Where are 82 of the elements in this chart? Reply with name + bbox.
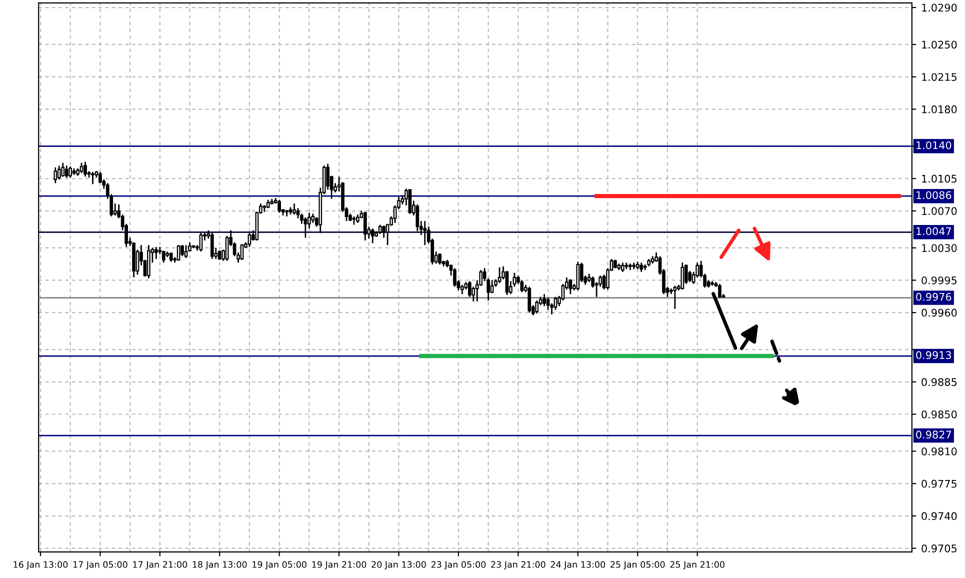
y-tick-label: 1.0290 [922, 4, 957, 12]
candlestick [673, 285, 677, 310]
x-tick-label: 16 Jan 13:00 [14, 561, 68, 570]
y-tick-label: 0.9775 [922, 480, 956, 488]
candlestick [621, 262, 624, 273]
candlestick [408, 188, 412, 214]
x-tick-label: 25 Jan 05:00 [610, 561, 665, 570]
candlestick [423, 220, 427, 246]
x-tick-label: 24 Jan 13:00 [550, 561, 606, 570]
x-tick-label: 17 Jan 05:00 [73, 561, 128, 570]
y-tick-label: 1.0105 [922, 174, 956, 183]
candlestick [505, 270, 509, 296]
candlestick [602, 274, 606, 290]
y-tick-label: 0.9995 [922, 276, 956, 284]
ref-line-label: 1.0140 [916, 141, 952, 150]
y-tick-label: 0.9885 [922, 378, 956, 386]
x-tick-label: 18 Jan 13:00 [192, 561, 247, 570]
x-tick-label: 20 Jan 13:00 [372, 561, 426, 570]
y-tick-label: 1.0215 [922, 73, 956, 81]
candlestick [184, 244, 188, 259]
candlestick [84, 161, 87, 178]
y-tick-label: 1.0180 [922, 105, 957, 114]
ref-line-label: 0.9827 [916, 430, 951, 439]
candlestick [554, 296, 558, 310]
x-tick-label: 19 Jan 05:00 [252, 561, 306, 570]
candlestick [528, 286, 532, 314]
x-tick-label: 19 Jan 21:00 [312, 561, 366, 570]
candlestick [154, 246, 158, 260]
candlestick [542, 293, 546, 307]
candlestick [546, 297, 550, 310]
candlestick [535, 300, 539, 314]
candlestick [416, 204, 420, 232]
candlestick [278, 199, 281, 214]
y-tick-label: 0.9740 [922, 512, 957, 520]
ref-line-label: 1.0047 [916, 227, 951, 236]
candlestick [91, 171, 94, 185]
candlestick [57, 164, 61, 180]
y-tick-label: 0.9850 [922, 410, 957, 418]
candlestick [326, 163, 330, 190]
candlestick [568, 278, 572, 295]
ref-line-label: 0.9913 [916, 351, 952, 360]
candlestick [680, 262, 684, 290]
candlestick [498, 266, 502, 284]
y-tick-label: 1.0030 [922, 244, 957, 252]
candlestick [490, 280, 494, 294]
candlestick [218, 250, 222, 261]
candlestick [370, 228, 374, 244]
candlestick [453, 268, 456, 288]
candlestick [363, 211, 367, 242]
candlestick [180, 244, 184, 257]
candlestick [240, 243, 244, 261]
candlestick [248, 232, 252, 248]
candlestick [438, 252, 442, 266]
x-tick-label: 23 Jan 21:00 [491, 561, 546, 570]
y-tick-label: 0.9960 [922, 308, 957, 317]
candlestick [640, 262, 644, 273]
x-tick-label: 17 Jan 21:00 [133, 561, 188, 570]
candlestick [382, 224, 386, 238]
candlestick [68, 166, 72, 178]
y-tick-label: 0.9705 [922, 544, 956, 552]
y-tick-label: 1.0070 [922, 207, 957, 215]
candlestick [64, 164, 68, 178]
candlestick [520, 280, 524, 293]
x-tick-label: 25 Jan 21:00 [670, 561, 724, 570]
candlestick [292, 202, 296, 216]
candlestick [378, 224, 382, 235]
candlestick [199, 231, 203, 252]
y-tick-label: 1.0250 [922, 40, 957, 49]
candlestick [80, 162, 84, 174]
candlestick [162, 250, 166, 264]
candlestick [210, 232, 214, 260]
x-tick-label: 23 Jan 05:00 [431, 561, 486, 570]
candlestick [61, 162, 65, 178]
candlestick [54, 166, 58, 184]
candlestick [169, 252, 173, 262]
candlestick [176, 244, 180, 262]
ref-line-label: 1.0086 [916, 191, 952, 200]
candlestick [304, 216, 308, 238]
candlestick [468, 280, 472, 298]
candlestick [460, 284, 464, 295]
ref-line-label: 0.9976 [916, 292, 952, 301]
y-tick-label: 0.9810 [922, 447, 957, 456]
